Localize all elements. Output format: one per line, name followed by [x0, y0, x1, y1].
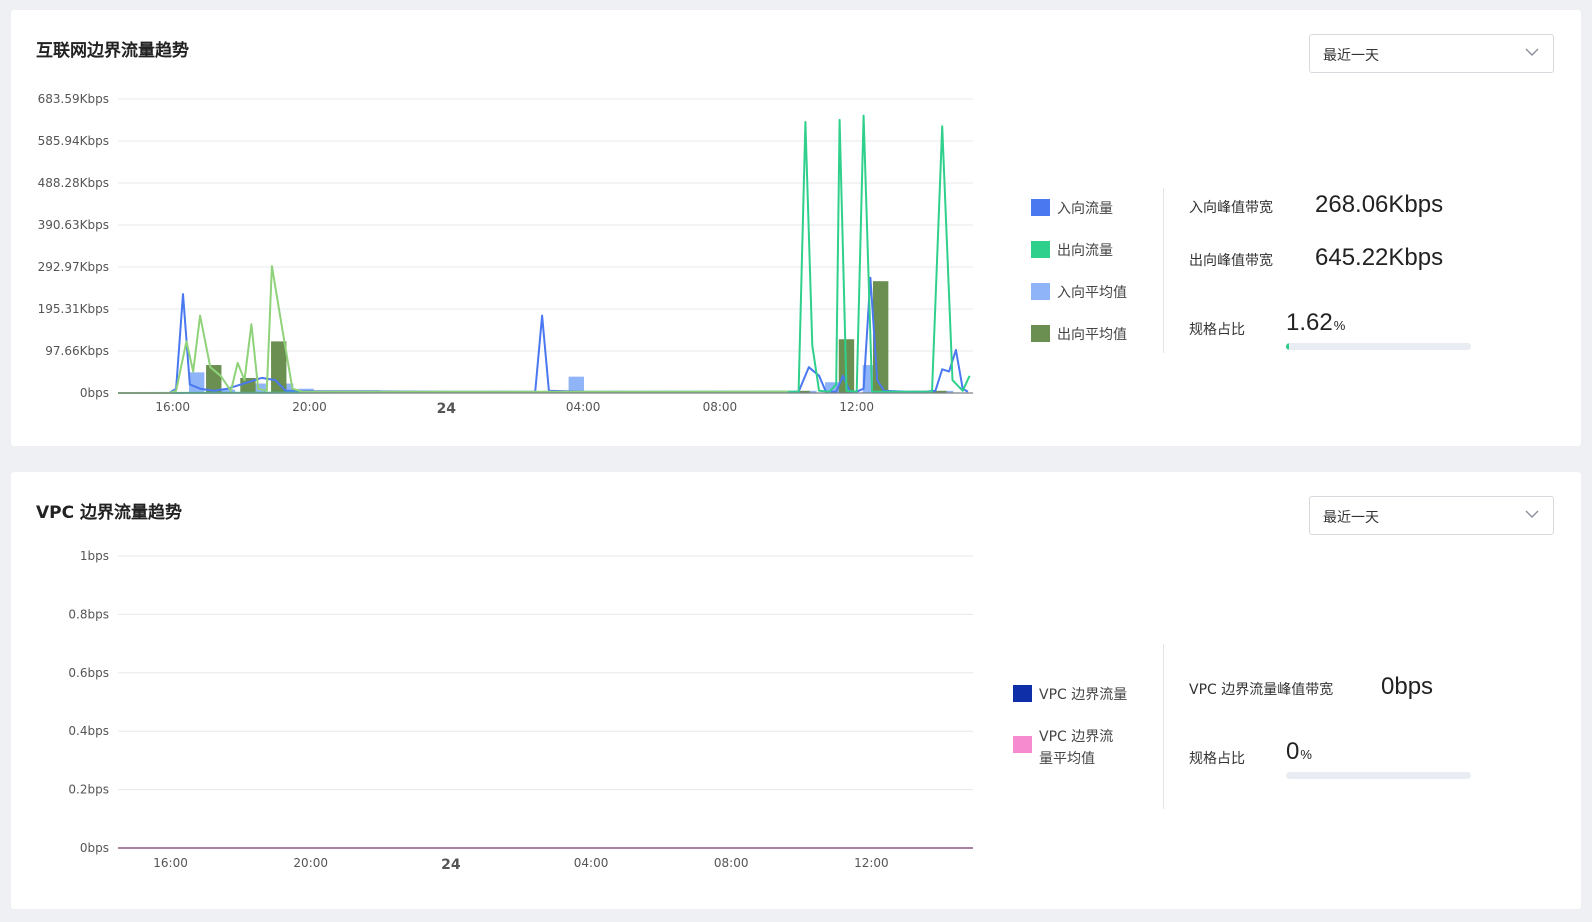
vpc-traffic-card: VPC 边界流量趋势 最近一天 0bps 0.2bps 0.4bps 0.6bps 0.…: [11, 472, 1581, 909]
x-tick-label: 20:00: [293, 856, 328, 870]
chevron-down-icon: [1525, 48, 1539, 56]
ratio-label: 规格占比: [1189, 322, 1245, 338]
y-tick-label: 390.63Kbps: [38, 218, 109, 232]
series-line: [117, 114, 971, 394]
x-tick-label: 08:00: [714, 856, 749, 870]
y-tick-label: 0.8bps: [68, 607, 109, 621]
x-tick-label: 12:00: [854, 856, 889, 870]
legend-swatch: [1013, 736, 1032, 753]
ratio-progress-fill: [1286, 343, 1289, 350]
ratio-value: 0%: [1286, 738, 1312, 765]
divider: [1163, 644, 1164, 809]
time-range-value: 最近一天: [1323, 48, 1379, 64]
legend-item-in-traffic[interactable]: 入向流量: [1031, 198, 1113, 218]
x-tick-label: 08:00: [703, 400, 738, 414]
vpc-traffic-chart: 0bps 0.2bps 0.4bps 0.6bps 0.8bps 1bps 16:00 20:…: [68, 549, 973, 873]
legend-label: VPC 边界流量: [1039, 687, 1128, 703]
legend-swatch: [1031, 199, 1050, 216]
x-tick-label: 04:00: [574, 856, 609, 870]
x-tick-label: 24: [437, 401, 457, 417]
series-line: [118, 265, 789, 394]
time-range-select[interactable]: 最近一天: [1309, 496, 1554, 535]
divider: [1163, 188, 1164, 353]
in-peak-value: 268.06Kbps: [1315, 191, 1444, 218]
x-tick-label: 12:00: [839, 400, 874, 414]
legend-label: 入向平均值: [1057, 285, 1127, 301]
y-tick-label: 488.28Kbps: [38, 176, 109, 190]
x-tick-label: 16:00: [155, 400, 190, 414]
ratio-label: 规格占比: [1189, 751, 1245, 767]
legend-label: 出向平均值: [1057, 327, 1127, 343]
in-peak-label: 入向峰值带宽: [1189, 200, 1273, 216]
legend-item-vpc-average[interactable]: VPC 边界流量平均值: [1013, 726, 1125, 770]
bar-mark: [794, 390, 810, 393]
card-title: 互联网边界流量趋势: [36, 41, 189, 61]
peak-value: 0bps: [1381, 673, 1434, 700]
y-tick-label: 292.97Kbps: [38, 260, 109, 274]
legend-label: 出向流量: [1057, 243, 1113, 259]
legend-item-out-average[interactable]: 出向平均值: [1031, 324, 1127, 344]
x-tick-label: 24: [441, 857, 461, 873]
legend-swatch: [1013, 685, 1032, 702]
y-tick-label: 1bps: [80, 549, 109, 563]
y-tick-label: 0.6bps: [68, 666, 109, 680]
x-tick-label: 04:00: [566, 400, 601, 414]
legend-swatch: [1031, 241, 1050, 258]
legend-swatch: [1031, 283, 1050, 300]
y-tick-label: 0bps: [80, 841, 109, 855]
y-tick-label: 97.66Kbps: [45, 344, 109, 358]
bar-mark: [219, 389, 236, 393]
y-tick-label: 0.2bps: [68, 783, 109, 797]
peak-label: VPC 边界流量峰值带宽: [1189, 682, 1334, 698]
internet-traffic-chart: 0bps 97.66Kbps 195.31Kbps 292.97Kbps 390.63K…: [38, 92, 973, 417]
legend-label: 入向流量: [1057, 201, 1113, 217]
bar-mark: [271, 341, 287, 393]
x-tick-label: 16:00: [153, 856, 188, 870]
out-peak-label: 出向峰值带宽: [1189, 253, 1273, 269]
y-tick-label: 0bps: [80, 386, 109, 400]
legend-swatch: [1031, 325, 1050, 342]
legend-label: VPC 边界流量平均值: [1039, 729, 1114, 767]
ratio-value: 1.62%: [1286, 309, 1346, 336]
legend-item-vpc-traffic[interactable]: VPC 边界流量: [1013, 684, 1127, 704]
y-tick-label: 585.94Kbps: [38, 134, 109, 148]
bar-mark: [568, 376, 584, 393]
out-peak-value: 645.22Kbps: [1315, 244, 1444, 271]
y-tick-label: 683.59Kbps: [38, 92, 109, 106]
internet-traffic-card: 互联网边界流量趋势 最近一天 0bps 97.66Kbps 195.31Kbps 29…: [11, 10, 1581, 446]
legend-item-in-average[interactable]: 入向平均值: [1031, 282, 1127, 302]
chevron-down-icon: [1525, 510, 1539, 518]
y-tick-label: 195.31Kbps: [38, 302, 109, 316]
x-tick-label: 20:00: [292, 400, 327, 414]
bar-mark: [931, 390, 947, 393]
y-tick-label: 0.4bps: [68, 724, 109, 738]
time-range-value: 最近一天: [1323, 510, 1379, 526]
ratio-progress-bar: [1286, 772, 1471, 779]
card-title: VPC 边界流量趋势: [36, 503, 183, 523]
legend-item-out-traffic[interactable]: 出向流量: [1031, 240, 1113, 260]
ratio-progress-bar: [1286, 343, 1471, 350]
time-range-select[interactable]: 最近一天: [1309, 34, 1554, 73]
